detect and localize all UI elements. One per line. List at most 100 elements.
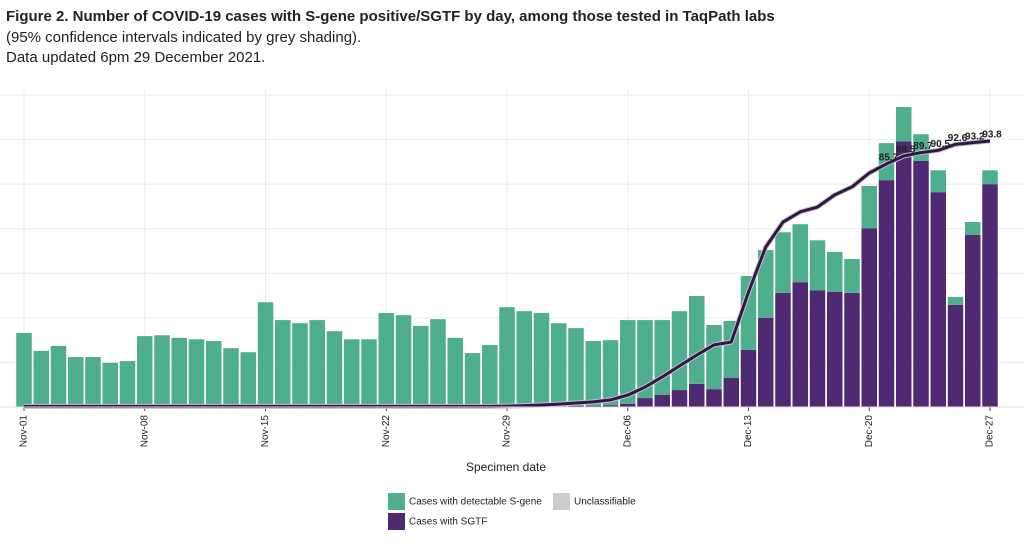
bar [430, 319, 446, 407]
data-label: 85.7 [879, 153, 899, 164]
bar [344, 339, 360, 407]
bar [689, 383, 705, 407]
bar [309, 320, 325, 407]
bar [740, 349, 757, 407]
data-label: 89.7 [913, 141, 933, 152]
legend-swatch [388, 493, 405, 510]
bar [292, 323, 308, 407]
bar [326, 331, 343, 407]
bar [775, 232, 791, 293]
bar [50, 345, 67, 407]
bar [965, 234, 981, 407]
x-axis-label: Specimen date [466, 460, 546, 474]
bar [637, 320, 653, 399]
bar [809, 240, 826, 291]
bar [33, 350, 49, 407]
legend-swatch [388, 513, 405, 530]
bar [585, 405, 601, 407]
bar [154, 335, 170, 407]
x-tick-label: Nov-08 [139, 415, 150, 448]
bar [792, 224, 808, 283]
chart-title: Figure 2. Number of COVID-19 cases with … [6, 8, 775, 25]
bar [965, 222, 981, 235]
chart-subtitle: (95% confidence intervals indicated by g… [6, 29, 361, 46]
bar [413, 325, 429, 407]
bar [637, 398, 653, 407]
bar [861, 185, 877, 229]
x-tick-label: Nov-01 [19, 415, 30, 448]
bar [878, 180, 895, 407]
x-tick-label: Dec-06 [622, 415, 633, 448]
bar [671, 311, 688, 391]
bar [275, 320, 291, 407]
x-tick-label: Dec-20 [864, 415, 875, 448]
bar [568, 328, 584, 406]
bar [689, 296, 705, 384]
x-tick-label: Dec-13 [743, 415, 754, 448]
bar [568, 405, 584, 407]
line [24, 139, 991, 408]
bar [947, 296, 964, 305]
legend-label: Cases with detectable S-gene [409, 497, 542, 508]
bar [395, 315, 412, 407]
bar [119, 361, 136, 407]
x-tick-label: Nov-15 [260, 415, 271, 448]
data-label: 92.6 [948, 133, 968, 144]
chart-subtitle: Data updated 6pm 29 December 2021. [6, 49, 265, 66]
bar [947, 304, 964, 407]
bar [758, 250, 774, 318]
bar [602, 340, 619, 406]
bar [758, 317, 774, 407]
x-tick-label: Nov-22 [381, 415, 392, 448]
bar [827, 292, 843, 407]
bar [257, 302, 274, 407]
bar [585, 341, 601, 406]
bar [861, 228, 877, 407]
legend-label: Cases with SGTF [409, 517, 487, 528]
bar [913, 160, 929, 407]
bar [896, 141, 912, 407]
bar [240, 352, 256, 407]
bar [706, 389, 722, 407]
bar [620, 403, 636, 407]
bar [844, 259, 860, 293]
bar [930, 170, 946, 193]
bar [982, 184, 998, 407]
bar [792, 282, 808, 407]
bar [516, 311, 532, 407]
bar [930, 192, 946, 407]
bar [740, 275, 757, 350]
bar [654, 394, 670, 407]
bar [171, 337, 187, 407]
bar [378, 312, 394, 407]
x-tick-label: Nov-29 [502, 415, 513, 448]
bar [533, 312, 550, 407]
bar [447, 337, 463, 407]
legend-swatch [553, 493, 570, 510]
bar [206, 341, 222, 407]
bar [16, 333, 32, 407]
bar [896, 107, 912, 142]
bar [102, 362, 118, 407]
bar [137, 336, 153, 407]
bar [85, 357, 101, 407]
bar [775, 292, 791, 407]
bar [654, 320, 670, 395]
bar [361, 339, 377, 407]
bar [844, 292, 860, 407]
bar [671, 390, 688, 407]
data-label: 88.5 [896, 145, 916, 156]
bar [223, 348, 239, 407]
bar [982, 170, 998, 185]
bar [482, 345, 498, 407]
data-label: 93.8 [982, 130, 1002, 141]
bar [464, 353, 481, 407]
bar [706, 324, 722, 390]
bar [499, 307, 515, 407]
bar [551, 323, 567, 407]
bar [188, 339, 205, 407]
legend-label: Unclassifiable [574, 497, 636, 508]
bar [602, 405, 619, 407]
bar [827, 251, 843, 293]
